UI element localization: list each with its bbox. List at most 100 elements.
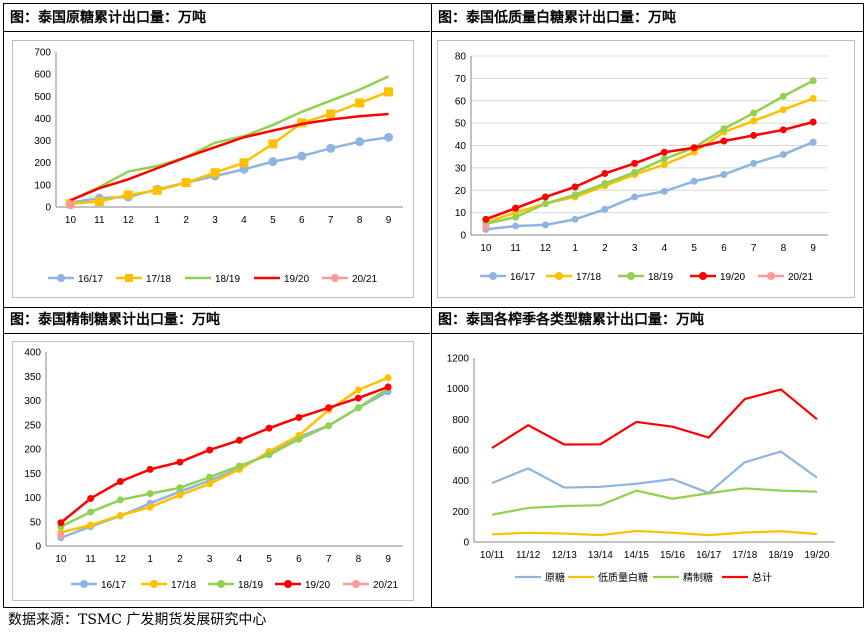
y-tick-label: 600: [34, 70, 51, 81]
legend-marker: [555, 272, 563, 280]
data-point: [265, 424, 273, 432]
y-tick-label: 200: [34, 158, 51, 169]
data-point: [482, 223, 490, 231]
x-tick-label: 6: [299, 215, 305, 226]
data-point: [65, 200, 75, 210]
legend-label: 原糖: [545, 571, 565, 584]
data-point: [176, 484, 184, 492]
y-tick-label: 50: [30, 517, 42, 528]
legend-marker: [489, 272, 497, 280]
title-underline: [4, 31, 430, 32]
series-line-19/20: [69, 112, 389, 202]
data-point: [631, 159, 639, 167]
x-tick-label: 4: [241, 215, 247, 226]
data-point: [541, 221, 549, 229]
y-tick-label: 0: [460, 231, 466, 242]
legend-marker: [284, 580, 292, 588]
report-frame: [3, 3, 864, 608]
data-source-note: 数据来源：TSMC 广发期货发展研究中心: [8, 612, 267, 628]
x-tick-label: 5: [691, 243, 697, 254]
y-tick-label: 700: [34, 48, 51, 59]
y-tick-label: 350: [24, 372, 41, 383]
y-tick-label: 400: [452, 476, 469, 487]
x-tick-label: 12: [123, 215, 135, 226]
legend-label: 总计: [752, 571, 772, 584]
data-point: [268, 139, 278, 149]
legend-label: 18/19: [648, 272, 673, 283]
data-point: [809, 77, 817, 85]
data-point: [571, 215, 579, 223]
data-point: [571, 183, 579, 191]
y-tick-label: 80: [455, 52, 467, 63]
x-tick-label: 16/17: [696, 550, 721, 561]
chart-refined-sugar: 0 50 100 150 200 250 300 350 400 10 11 12 1 2 3 4 5 6 7 8 9 1…: [12, 341, 414, 601]
data-point: [206, 473, 214, 481]
x-tick-label: 2: [183, 215, 189, 226]
data-point: [750, 131, 758, 139]
data-point: [541, 200, 549, 208]
x-tick-label: 1: [154, 215, 160, 226]
series-line-精制糖: [491, 487, 817, 516]
legend-label: 16/17: [101, 580, 126, 591]
legend-label: 19/20: [284, 274, 309, 285]
legend-marker: [57, 274, 65, 282]
legend-label: 18/19: [215, 274, 240, 285]
data-point: [235, 462, 243, 470]
data-point: [354, 394, 362, 402]
y-tick-label: 0: [463, 538, 469, 549]
y-tick-label: 30: [455, 163, 467, 174]
series-line-17/18: [60, 376, 389, 534]
series-line-总计: [491, 388, 818, 449]
data-point: [325, 422, 333, 430]
data-point: [384, 87, 394, 97]
y-tick-label: 250: [24, 420, 41, 431]
series-line-18/19: [69, 75, 390, 202]
data-point: [601, 169, 609, 177]
x-tick-label: 12: [540, 243, 552, 254]
legend-marker: [150, 580, 158, 588]
data-point: [146, 503, 154, 511]
legend-label: 20/21: [352, 274, 377, 285]
x-tick-label: 8: [781, 243, 787, 254]
legend-marker: [352, 580, 360, 588]
data-point: [146, 465, 154, 473]
series-line-19/20: [60, 385, 389, 524]
data-point: [660, 161, 668, 169]
legend-label: 19/20: [305, 580, 330, 591]
data-point: [354, 386, 362, 394]
x-tick-label: 10: [55, 554, 67, 565]
y-tick-label: 100: [24, 493, 41, 504]
y-tick-label: 40: [455, 141, 467, 152]
x-tick-label: 10: [480, 243, 492, 254]
horizontal-divider: [4, 307, 863, 308]
y-tick-label: 10: [455, 208, 467, 219]
legend-label: 17/18: [146, 274, 171, 285]
data-point: [660, 155, 668, 163]
legend-label: 20/21: [373, 580, 398, 591]
data-point: [87, 494, 95, 502]
x-tick-label: 12: [115, 554, 127, 565]
y-tick-label: 600: [452, 446, 469, 457]
x-tick-label: 3: [632, 243, 638, 254]
data-point: [384, 383, 392, 391]
x-tick-label: 8: [357, 215, 363, 226]
data-point: [87, 521, 95, 529]
data-point: [210, 168, 220, 178]
y-tick-label: 400: [24, 348, 41, 359]
data-point: [297, 151, 307, 161]
legend-label: 16/17: [78, 274, 103, 285]
data-point: [779, 106, 787, 114]
data-point: [779, 126, 787, 134]
data-point: [57, 519, 65, 527]
x-tick-label: 18/19: [768, 550, 793, 561]
chart-low-quality-white: 0 10 20 30 40 50 60 70 80 10 11 12 1 2 3 4 5 6 7 8 9 16/17 17/…: [437, 40, 855, 298]
x-tick-label: 7: [326, 554, 332, 565]
x-tick-label: 11: [85, 554, 96, 565]
panel-title-low-quality-white: 图：泰国低质量白糖累计出口量：万吨: [438, 10, 676, 26]
legend-marker: [331, 274, 339, 282]
data-point: [631, 193, 639, 201]
data-point: [779, 92, 787, 100]
